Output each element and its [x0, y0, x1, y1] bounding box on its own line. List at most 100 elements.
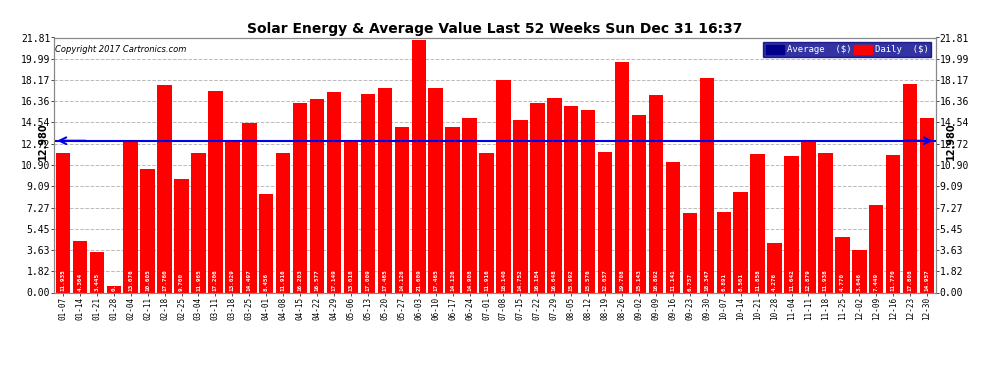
Bar	[496, 80, 511, 292]
Bar	[360, 94, 375, 292]
Bar	[767, 243, 782, 292]
Text: 16.184: 16.184	[535, 269, 540, 291]
Text: 17.206: 17.206	[213, 269, 218, 291]
Bar	[157, 85, 172, 292]
Title: Solar Energy & Average Value Last 52 Weeks Sun Dec 31 16:37: Solar Energy & Average Value Last 52 Wee…	[248, 22, 742, 36]
Bar	[869, 206, 883, 292]
Bar	[310, 99, 325, 292]
Text: 6.891: 6.891	[722, 273, 727, 291]
Text: 12.980: 12.980	[946, 122, 956, 159]
Text: 11.935: 11.935	[60, 269, 65, 291]
Text: 10.605: 10.605	[146, 269, 150, 291]
Text: 11.938: 11.938	[823, 269, 828, 291]
Text: 3.445: 3.445	[94, 273, 99, 291]
Bar	[293, 103, 307, 292]
Text: 15.143: 15.143	[637, 269, 642, 291]
Text: 16.577: 16.577	[315, 269, 320, 291]
Text: 11.141: 11.141	[670, 269, 675, 291]
Text: 17.009: 17.009	[365, 269, 370, 291]
Text: 13.029: 13.029	[230, 269, 235, 291]
Bar	[276, 153, 290, 292]
Text: 8.456: 8.456	[263, 273, 268, 291]
Text: 12.879: 12.879	[806, 269, 811, 291]
Bar	[479, 153, 494, 292]
Bar	[141, 168, 154, 292]
Bar	[648, 95, 663, 292]
Text: 16.648: 16.648	[551, 269, 556, 291]
Bar	[513, 120, 528, 292]
Text: 17.808: 17.808	[908, 269, 913, 291]
Bar	[801, 142, 816, 292]
Text: 8.561: 8.561	[739, 273, 743, 291]
Text: 14.497: 14.497	[247, 269, 251, 291]
Bar	[243, 123, 256, 292]
Bar	[564, 105, 578, 292]
Legend: Average  ($), Daily  ($): Average ($), Daily ($)	[763, 42, 931, 57]
Text: 4.276: 4.276	[772, 273, 777, 291]
Bar	[750, 154, 765, 292]
Text: 4.364: 4.364	[77, 273, 82, 291]
Text: 12.980: 12.980	[38, 122, 48, 159]
Bar	[208, 92, 223, 292]
Bar	[124, 140, 138, 292]
Bar	[412, 40, 426, 292]
Bar	[429, 88, 443, 292]
Bar	[259, 194, 273, 292]
Text: 19.708: 19.708	[620, 269, 625, 291]
Bar	[547, 98, 561, 292]
Bar	[903, 84, 918, 292]
Bar	[734, 192, 747, 292]
Text: 16.892: 16.892	[653, 269, 658, 291]
Bar	[852, 250, 866, 292]
Text: 14.126: 14.126	[450, 269, 455, 291]
Bar	[90, 252, 104, 292]
Bar	[327, 92, 342, 292]
Text: 13.018: 13.018	[348, 269, 353, 291]
Bar	[632, 116, 646, 292]
Text: 18.140: 18.140	[501, 269, 506, 291]
Text: 14.957: 14.957	[925, 269, 930, 291]
Bar	[818, 153, 833, 292]
Bar	[174, 179, 189, 292]
Text: 21.609: 21.609	[416, 269, 422, 291]
Bar	[700, 78, 714, 292]
Text: Copyright 2017 Cartronics.com: Copyright 2017 Cartronics.com	[55, 45, 187, 54]
Text: 17.149: 17.149	[332, 269, 337, 291]
Text: 15.992: 15.992	[568, 269, 574, 291]
Bar	[72, 242, 87, 292]
Text: 14.752: 14.752	[518, 269, 523, 291]
Bar	[665, 162, 680, 292]
Text: 14.908: 14.908	[467, 269, 472, 291]
Bar	[836, 237, 849, 292]
Text: 15.576: 15.576	[586, 269, 591, 291]
Bar	[225, 140, 240, 292]
Bar	[683, 213, 697, 292]
Bar	[446, 128, 459, 292]
Text: 11.916: 11.916	[281, 269, 286, 291]
Bar	[191, 153, 206, 292]
Bar	[462, 118, 477, 292]
Text: 17.760: 17.760	[162, 269, 167, 291]
Bar	[55, 153, 70, 292]
Bar	[107, 286, 121, 292]
Text: 7.449: 7.449	[874, 273, 879, 291]
Bar	[598, 152, 613, 292]
Text: 3.646: 3.646	[856, 273, 862, 291]
Bar	[784, 156, 799, 292]
Bar	[615, 62, 630, 292]
Text: 12.037: 12.037	[603, 269, 608, 291]
Text: 0.554: 0.554	[111, 273, 116, 291]
Text: 14.126: 14.126	[399, 269, 404, 291]
Text: 6.757: 6.757	[687, 273, 692, 291]
Text: 18.347: 18.347	[704, 269, 709, 291]
Text: 11.770: 11.770	[891, 269, 896, 291]
Bar	[344, 140, 358, 292]
Text: 4.770: 4.770	[840, 273, 844, 291]
Text: 16.203: 16.203	[298, 269, 303, 291]
Bar	[377, 88, 392, 292]
Bar	[581, 110, 595, 292]
Text: 13.076: 13.076	[128, 269, 134, 291]
Text: 11.916: 11.916	[484, 269, 489, 291]
Text: 17.465: 17.465	[434, 269, 439, 291]
Text: 11.642: 11.642	[789, 269, 794, 291]
